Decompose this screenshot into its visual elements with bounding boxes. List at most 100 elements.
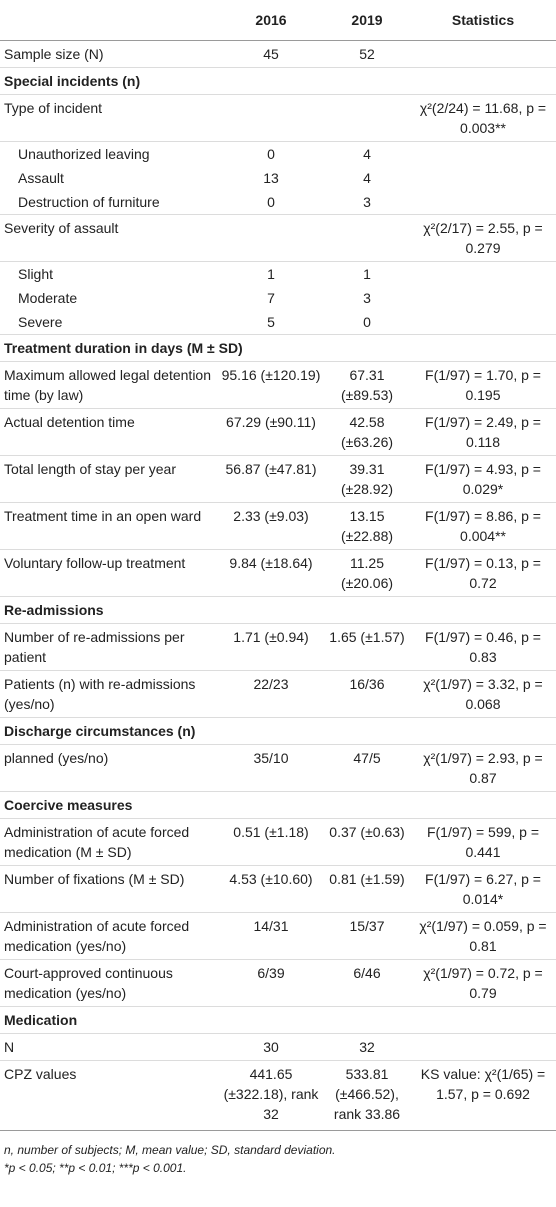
statistic-value (410, 286, 556, 310)
value-2019: 32 (324, 1033, 410, 1061)
value-2019 (324, 214, 410, 262)
row-label: Total length of stay per year (0, 455, 218, 503)
statistic-value (410, 262, 556, 287)
value-2016: 0.51 (±1.18) (218, 818, 324, 866)
table-row: Treatment time in an open ward 2.33 (±9.0… (0, 502, 556, 550)
statistic-value: F(1/97) = 2.49, p = 0.118 (410, 408, 556, 456)
row-label: planned (yes/no) (0, 744, 218, 792)
value-2019: 4 (363, 146, 371, 162)
statistic-value: χ²(1/97) = 0.059, p = 0.81 (410, 912, 556, 960)
section-title: Medication (0, 1006, 556, 1034)
value-2016: 95.16 (±120.19) (218, 361, 324, 409)
table-row: Number of re-admissions per patient 1.71 … (0, 623, 556, 671)
row-label: Administration of acute forced medicatio… (0, 912, 218, 960)
table-row: Sample size (N) 45 52 (0, 40, 556, 68)
statistic-value (410, 40, 556, 68)
comparison-table: 2016 2019 Statistics Sample size (N) 45 52… (0, 0, 556, 1131)
value-2019: 11.25 (±20.06) (324, 549, 410, 597)
row-label: Severe (0, 310, 218, 335)
value-2019: 0 (324, 310, 410, 335)
statistic-value: F(1/97) = 0.13, p = 0.72 (410, 549, 556, 597)
table-row: Destruction of furniture 0 3 (0, 190, 556, 215)
row-label: Number of fixations (M ± SD) (0, 865, 218, 913)
statistic-value (410, 142, 556, 167)
value-2016: 67.29 (±90.11) (218, 408, 324, 456)
row-label: Slight (18, 266, 54, 282)
section-header-row: Treatment duration in days (M ± SD) (0, 334, 556, 362)
statistic-value: χ²(2/24) = 11.68, p = 0.003** (410, 94, 556, 142)
value-2019: 3 (363, 290, 371, 306)
row-label: Assault (18, 170, 64, 186)
table-row: planned (yes/no) 35/10 47/5 χ²(1/97) = 2.93… (0, 744, 556, 792)
row-label: Destruction of furniture (0, 190, 218, 215)
value-2016: 35/10 (218, 744, 324, 792)
section-title: Re-admissions (0, 596, 556, 624)
table-row: Severe 5 0 (0, 310, 556, 335)
value-2019: 0.37 (±0.63) (324, 818, 410, 866)
table-row: Total length of stay per year 56.87 (±47.… (0, 455, 556, 503)
row-label: Administration of acute forced medicatio… (0, 818, 218, 866)
table-row: Unauthorized leaving 0 4 (0, 142, 556, 167)
statistic-value: F(1/97) = 8.86, p = 0.004** (410, 502, 556, 550)
section-title: Special incidents (n) (0, 67, 556, 95)
value-2019: 3 (324, 190, 410, 215)
value-2016: 0 (267, 146, 275, 162)
table-row: Court-approved continuous medication (ye… (0, 959, 556, 1007)
row-label: Type of incident (0, 94, 218, 142)
statistic-value: F(1/97) = 6.27, p = 0.014* (410, 865, 556, 913)
row-label: Court-approved continuous medication (ye… (0, 959, 218, 1007)
value-2019: 52 (324, 40, 410, 68)
value-2019: 67.31 (±89.53) (324, 361, 410, 409)
row-label: CPZ values (0, 1060, 218, 1131)
footnote-significance: *p < 0.05; **p < 0.01; ***p < 0.001. (4, 1161, 187, 1175)
statistic-value: F(1/97) = 599, p = 0.441 (410, 818, 556, 866)
row-label: Actual detention time (0, 408, 218, 456)
value-2016 (218, 214, 324, 262)
statistic-value: F(1/97) = 1.70, p = 0.195 (410, 361, 556, 409)
section-header-row: Special incidents (n) (0, 67, 556, 95)
value-2016: 2.33 (±9.03) (218, 502, 324, 550)
table-row: Assault 13 4 (0, 166, 556, 190)
table-row: Maximum allowed legal detention time (by… (0, 361, 556, 409)
section-title: Discharge circumstances (n) (0, 717, 556, 745)
value-2016: 441.65 (±322.18), rank 32 (218, 1060, 324, 1131)
statistic-value: χ²(1/97) = 0.72, p = 0.79 (410, 959, 556, 1007)
statistic-value (410, 166, 556, 190)
footnote-abbreviations: n, number of subjects; M, mean value; SD… (4, 1143, 336, 1157)
value-2019: 16/36 (324, 670, 410, 718)
table-row: Slight 1 1 (0, 262, 556, 287)
statistic-value: χ²(1/97) = 2.93, p = 0.87 (410, 744, 556, 792)
header-statistics: Statistics (410, 0, 556, 41)
value-2019 (324, 94, 410, 142)
table-row: Number of fixations (M ± SD) 4.53 (±10.60… (0, 865, 556, 913)
value-2016: 5 (218, 310, 324, 335)
table-row: Severity of assault χ²(2/17) = 2.55, p = … (0, 214, 556, 262)
header-2019: 2019 (324, 0, 410, 41)
section-header-row: Discharge circumstances (n) (0, 717, 556, 745)
row-label: N (0, 1033, 218, 1061)
statistic-value: χ²(2/17) = 2.55, p = 0.279 (410, 214, 556, 262)
value-2019: 15/37 (324, 912, 410, 960)
table-row: Moderate 7 3 (0, 286, 556, 310)
value-2019: 0.81 (±1.59) (324, 865, 410, 913)
section-header-row: Coercive measures (0, 791, 556, 819)
value-2016: 14/31 (218, 912, 324, 960)
header-empty (0, 0, 218, 41)
statistic-value: χ²(1/97) = 3.32, p = 0.068 (410, 670, 556, 718)
table-row: Actual detention time 67.29 (±90.11) 42.58… (0, 408, 556, 456)
statistic-value: F(1/97) = 4.93, p = 0.029* (410, 455, 556, 503)
table-row: Voluntary follow-up treatment 9.84 (±18.6… (0, 549, 556, 597)
value-2019: 42.58 (±63.26) (324, 408, 410, 456)
value-2016: 4.53 (±10.60) (218, 865, 324, 913)
value-2019: 1.65 (±1.57) (324, 623, 410, 671)
section-title: Treatment duration in days (M ± SD) (0, 334, 556, 362)
statistic-value (410, 190, 556, 215)
table-row: Administration of acute forced medicatio… (0, 818, 556, 866)
row-label: Unauthorized leaving (18, 146, 150, 162)
value-2016: 56.87 (±47.81) (218, 455, 324, 503)
table-row: N 30 32 (0, 1033, 556, 1061)
row-label: Severity of assault (0, 214, 218, 262)
section-header-row: Medication (0, 1006, 556, 1034)
value-2019: 6/46 (324, 959, 410, 1007)
row-label: Moderate (18, 290, 78, 306)
